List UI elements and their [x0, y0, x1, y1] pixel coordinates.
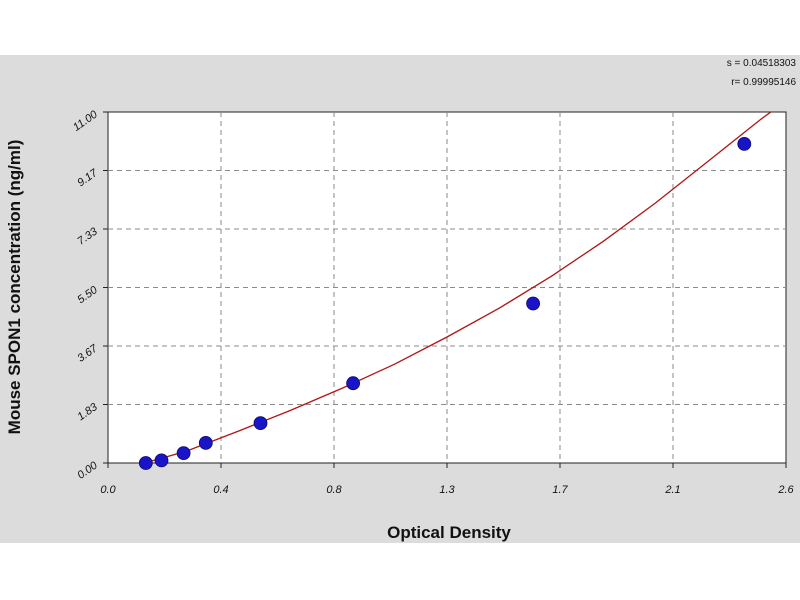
x-tick-label: 1.7: [552, 484, 568, 496]
x-tick-label: 1.3: [439, 484, 455, 496]
x-tick-label: 2.1: [664, 484, 680, 496]
data-point: [526, 296, 540, 311]
stat-s: s = 0.04518303: [727, 58, 797, 69]
y-tick-label: 3.67: [75, 342, 100, 365]
y-tick-label: 7.33: [75, 225, 100, 248]
x-tick-label: 0.0: [100, 484, 116, 496]
data-point: [253, 416, 268, 431]
y-tick-label: 0.00: [75, 459, 100, 482]
data-point: [176, 446, 191, 461]
x-tick-label: 0.8: [326, 484, 342, 496]
data-point: [737, 136, 752, 151]
y-tick-label: 1.83: [75, 401, 100, 424]
data-point: [138, 456, 153, 470]
gridlines: [108, 112, 786, 463]
y-tick-label: 11.00: [71, 108, 100, 134]
y-tick-label: 9.17: [75, 167, 100, 190]
y-axis-ticks: 0.00 1.83 3.67 5.50 7.33 9.17 11.00: [71, 108, 108, 482]
x-axis-title: Optical Density: [387, 523, 511, 542]
y-axis-title: Mouse SPON1 concentration (ng/ml): [5, 140, 24, 435]
data-point: [346, 376, 361, 391]
fit-curve: [144, 112, 772, 463]
data-point: [154, 453, 169, 468]
stat-r: r= 0.99995146: [731, 77, 796, 88]
data-point: [198, 435, 213, 450]
x-axis-ticks: 0.0 0.4 0.8 1.3 1.7 2.1 2.6: [100, 463, 795, 496]
x-tick-label: 0.4: [213, 484, 228, 496]
y-tick-label: 5.50: [75, 284, 100, 307]
fit-curve-group: [144, 112, 772, 463]
x-tick-label: 2.6: [777, 484, 794, 496]
data-points-group: [138, 136, 752, 470]
